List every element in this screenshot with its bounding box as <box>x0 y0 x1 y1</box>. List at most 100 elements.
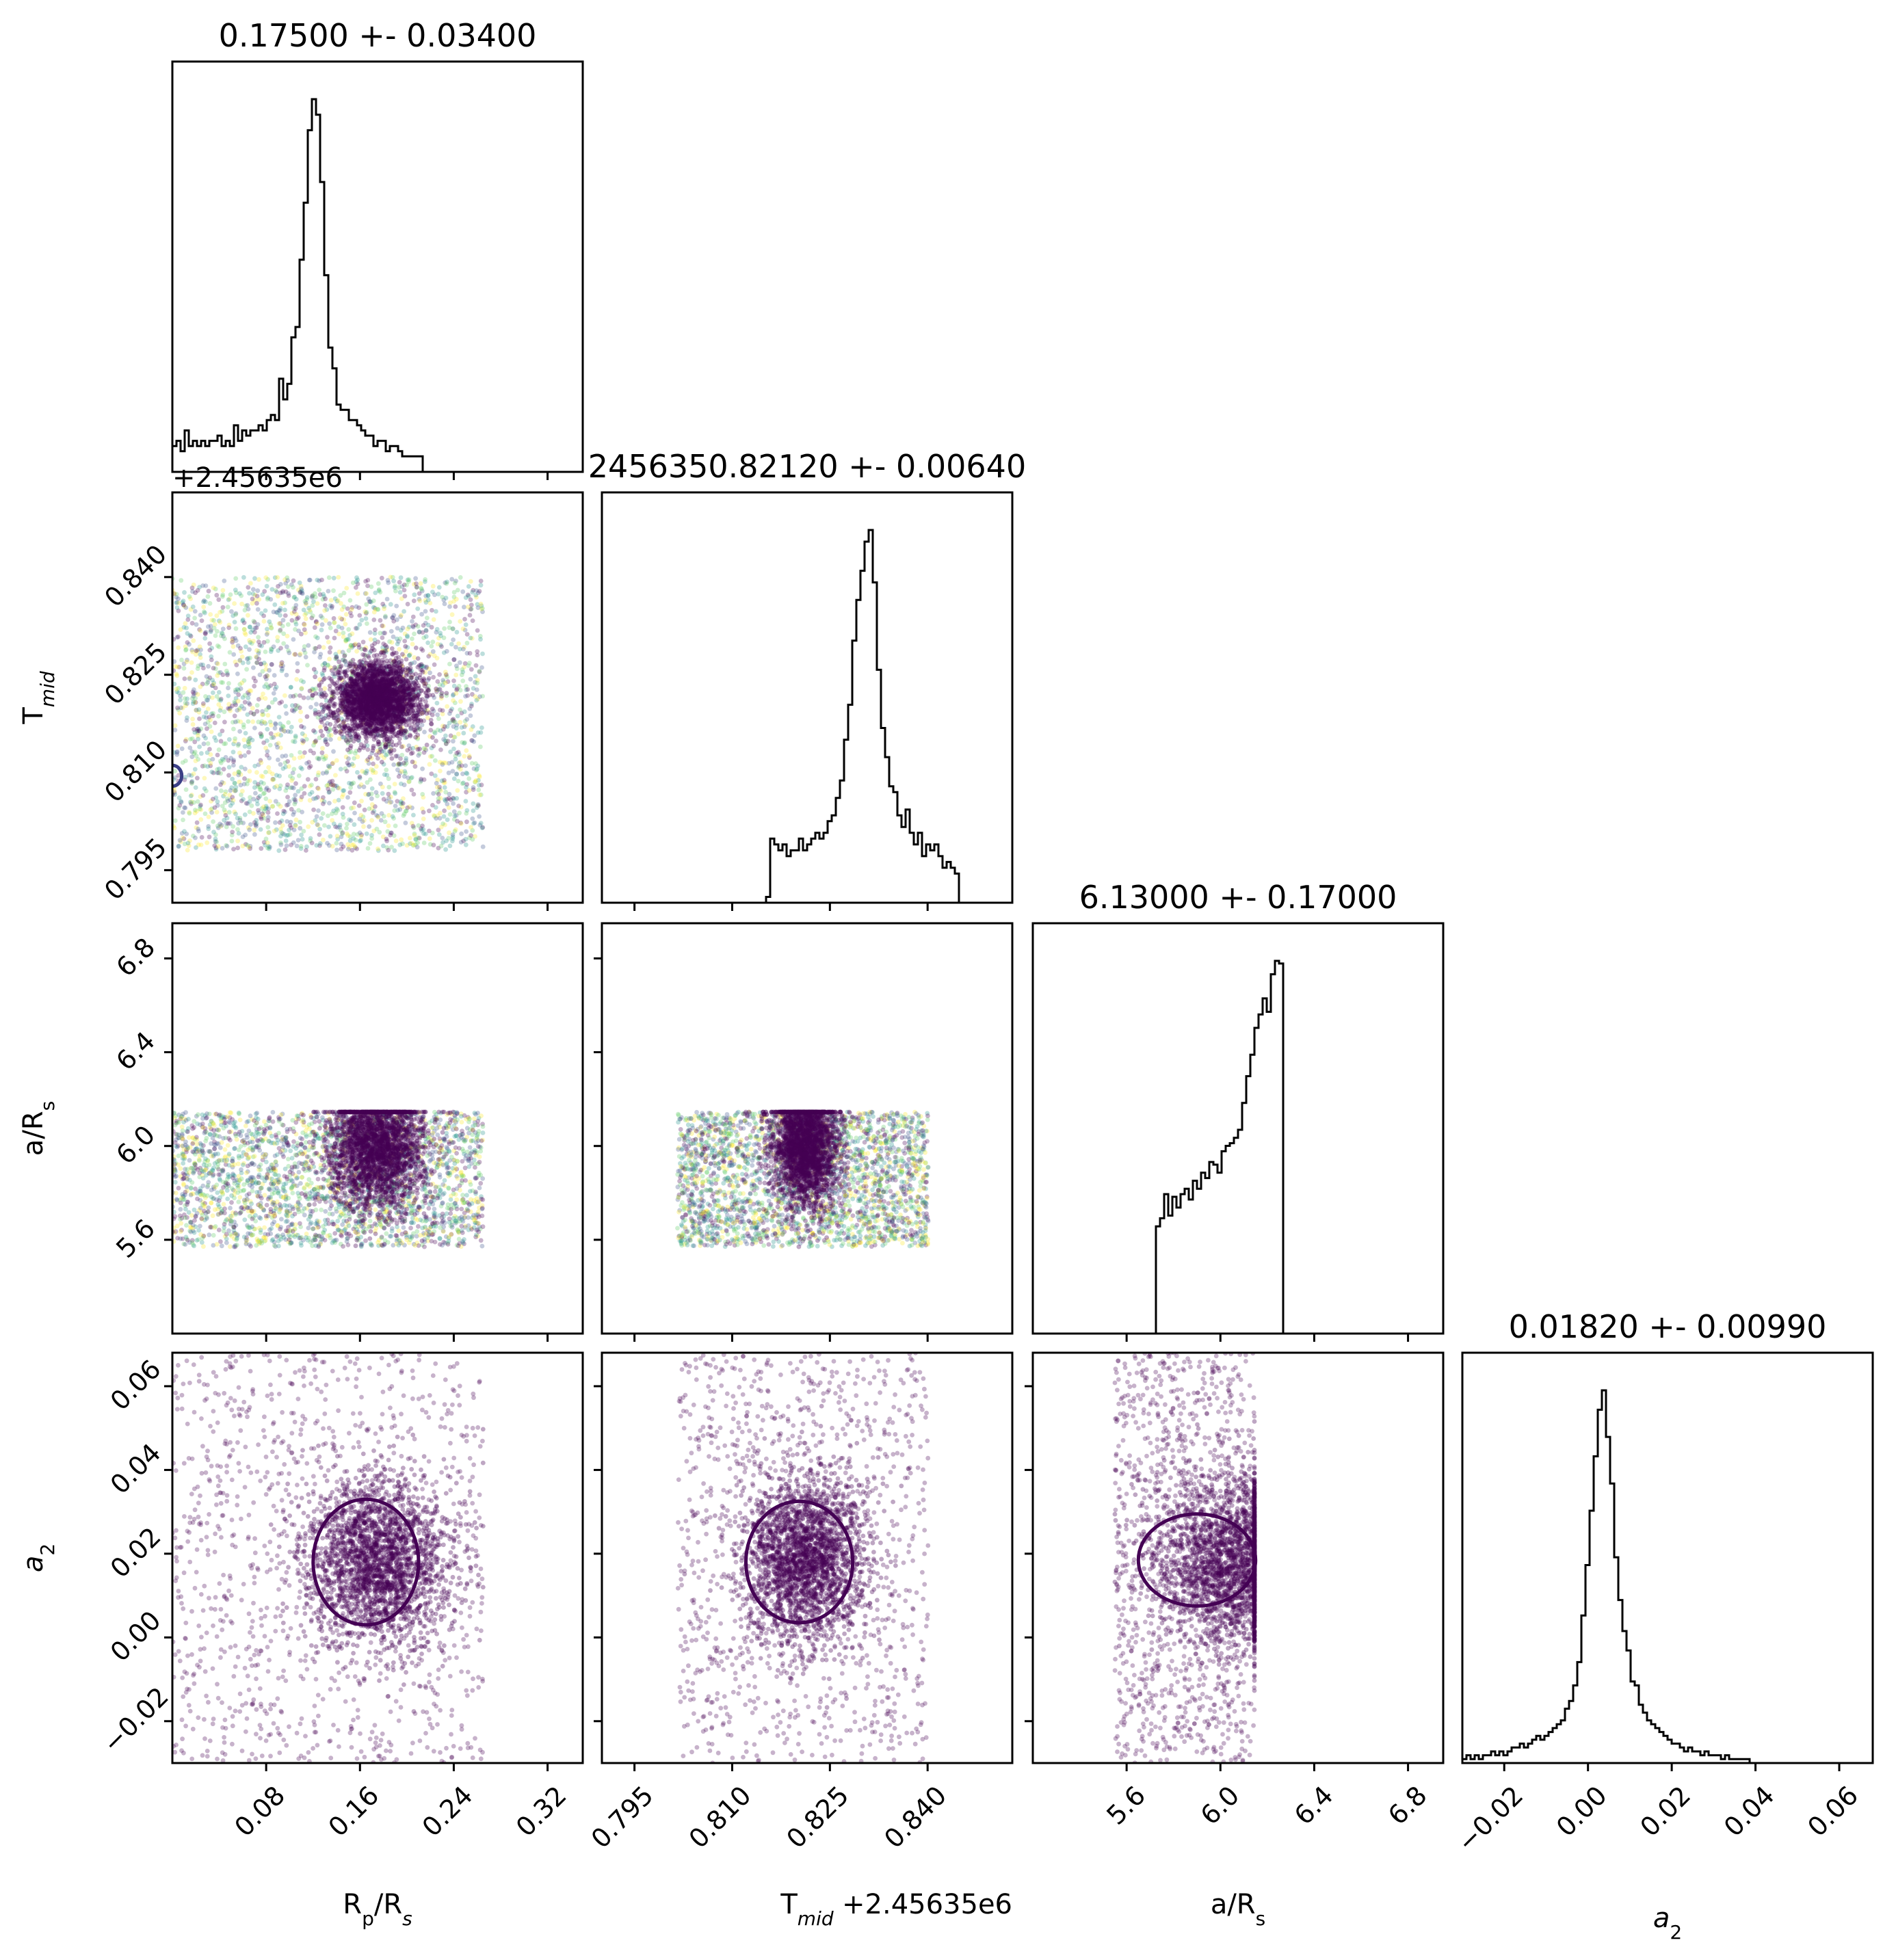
scatter-point <box>382 654 387 659</box>
scatter-point <box>309 615 315 620</box>
scatter-point <box>365 578 371 583</box>
scatter-point <box>367 754 373 760</box>
scatter-point <box>278 646 283 651</box>
scatter-point <box>281 728 287 733</box>
scatter-point <box>468 597 473 602</box>
scatter-point <box>341 815 346 820</box>
scatter-point <box>464 748 469 753</box>
scatter-point <box>322 823 327 828</box>
scatter-point <box>297 755 302 760</box>
scatter-point <box>302 598 308 604</box>
scatter-point <box>282 729 287 734</box>
scatter-point <box>412 592 417 598</box>
scatter-point <box>391 689 395 694</box>
scatter-point <box>187 641 192 647</box>
scatter-point <box>307 792 313 797</box>
scatter-point <box>352 751 358 756</box>
scatter-point <box>433 805 438 810</box>
scatter-point <box>470 738 475 743</box>
scatter-point <box>473 694 478 699</box>
scatter-point <box>263 804 269 809</box>
scatter-point <box>373 711 378 717</box>
scatter-point <box>421 817 426 821</box>
scatter-point <box>326 575 332 580</box>
scatter-point <box>386 812 391 818</box>
scatter-point <box>445 797 449 802</box>
scatter-point <box>216 644 222 650</box>
scatter-point <box>401 782 407 788</box>
scatter-point <box>441 598 447 602</box>
scatter-point <box>284 711 289 716</box>
scatter-point <box>451 746 456 752</box>
scatter-point <box>194 808 199 814</box>
scatter-point <box>389 721 393 727</box>
scatter-point <box>282 600 287 605</box>
scatter-point <box>451 734 456 740</box>
scatter-point <box>187 633 193 638</box>
scatter-point <box>279 660 285 665</box>
scatter-point <box>282 809 287 815</box>
scatter-point <box>272 828 277 834</box>
scatter-point <box>335 785 341 791</box>
scatter-point <box>291 739 295 744</box>
scatter-point <box>317 677 322 683</box>
scatter-point <box>300 836 305 842</box>
scatter-point <box>406 779 412 784</box>
scatter-point <box>464 650 470 656</box>
scatter-point <box>251 676 256 680</box>
scatter-point <box>216 713 221 719</box>
scatter-point <box>442 808 447 813</box>
scatter-point <box>410 619 414 624</box>
scatter-point <box>226 702 232 707</box>
scatter-point <box>254 770 259 775</box>
scatter-point <box>441 650 447 655</box>
scatter-point <box>340 811 345 817</box>
scatter-point <box>410 636 414 641</box>
scatter-point <box>327 657 332 662</box>
scatter-point <box>384 697 389 702</box>
scatter-point <box>230 639 235 645</box>
scatter-point <box>332 620 337 625</box>
scatter-point <box>187 773 192 778</box>
scatter-point <box>370 683 376 687</box>
scatter-point <box>226 821 231 826</box>
scatter-point <box>189 802 194 806</box>
scatter-point <box>313 646 319 651</box>
scatter-point <box>275 594 280 599</box>
scatter-point <box>374 726 380 731</box>
scatter-point <box>298 590 303 595</box>
scatter-point <box>453 691 459 696</box>
scatter-point <box>263 769 268 775</box>
scatter-point <box>208 629 213 635</box>
scatter-point <box>314 702 319 707</box>
scatter-point <box>459 763 464 768</box>
scatter-point <box>460 626 466 631</box>
scatter-point <box>471 766 477 771</box>
scatter-point <box>187 811 192 816</box>
scatter-point <box>418 780 423 784</box>
scatter-point <box>371 648 377 653</box>
scatter-point <box>351 805 356 810</box>
scatter-point <box>233 638 239 644</box>
scatter-point <box>274 742 279 747</box>
scatter-point <box>387 749 392 754</box>
scatter-point <box>383 753 389 758</box>
scatter-point <box>398 575 404 581</box>
scatter-point <box>291 767 297 772</box>
scatter-point <box>184 625 189 631</box>
scatter-point <box>204 698 209 703</box>
scatter-point <box>241 722 246 728</box>
scatter-point <box>222 709 227 715</box>
scatter-point <box>460 740 465 745</box>
scatter-point <box>390 814 395 819</box>
scatter-point <box>447 830 451 836</box>
scatter-point <box>293 596 299 602</box>
scatter-point <box>207 747 212 752</box>
scatter-point <box>314 619 319 624</box>
scatter-point <box>335 808 341 813</box>
scatter-point <box>341 631 346 635</box>
scatter-point <box>192 615 197 621</box>
scatter-point <box>245 712 250 717</box>
scatter-point <box>209 657 214 663</box>
scatter-point <box>430 639 436 644</box>
